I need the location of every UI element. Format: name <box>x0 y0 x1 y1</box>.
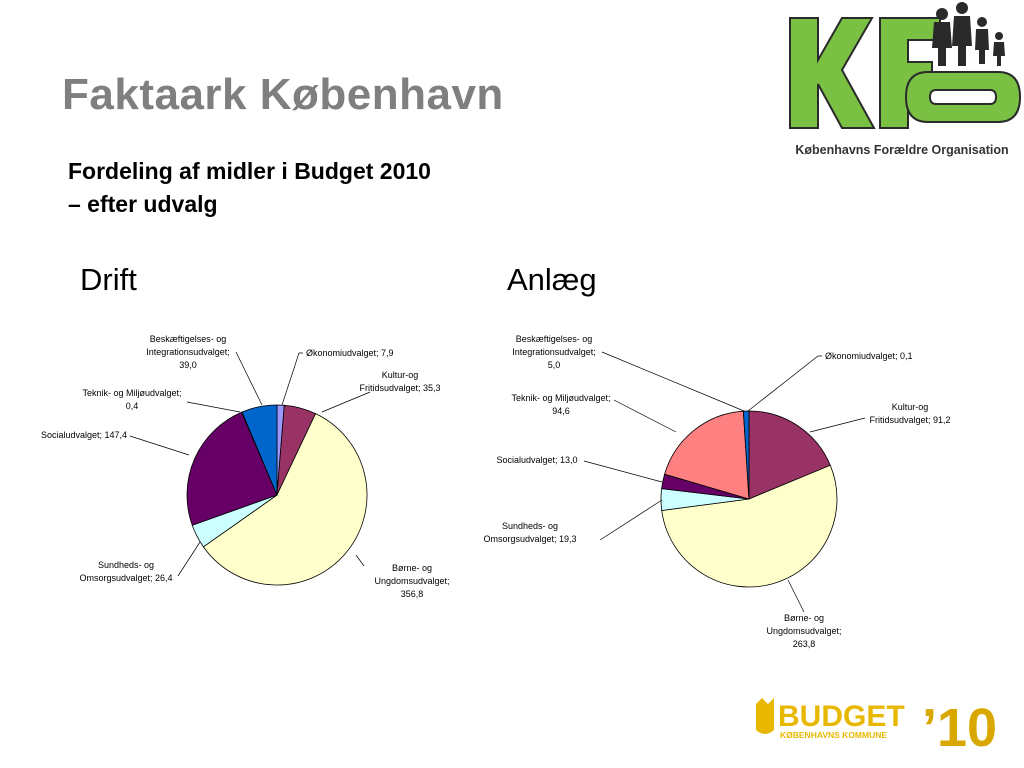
pie-slice <box>661 464 838 588</box>
chart-title-anlaeg: Anlæg <box>507 262 597 297</box>
leader-line <box>601 351 745 412</box>
data-label: Teknik- og Miljøudvalget; 0,4 <box>82 388 181 411</box>
slide-subtitle: Fordeling af midler i Budget 2010 – efte… <box>68 155 431 221</box>
subtitle-line-2: – efter udvalg <box>68 191 218 217</box>
data-label: Økonomiudvalget; 0,1 <box>825 351 913 361</box>
budget-year: ’10 <box>922 698 997 758</box>
leader-line <box>235 351 263 406</box>
data-label: Børne- og Ungdomsudvalget; 356,8 <box>374 563 449 599</box>
pie-slice <box>748 410 831 500</box>
data-label: Socialudvalget; 13,0 <box>496 455 577 465</box>
pie-slice <box>742 410 750 500</box>
chart-title-drift: Drift <box>80 262 137 297</box>
data-label: Økonomiudvalget; 7,9 <box>306 348 394 358</box>
leader-line <box>281 352 303 406</box>
data-label: Socialudvalget; 147,4 <box>41 430 127 440</box>
budget-sub: KØBENHAVNS KOMMUNE <box>780 730 887 740</box>
data-label: Beskæftigelses- og Integrationsudvalget; 5… <box>512 334 596 370</box>
page-title: Faktaark København <box>62 70 504 119</box>
budget-word: BUDGET <box>778 700 905 733</box>
kfo-logo: Københavns Forældre Organisation <box>789 2 1022 157</box>
leader-line <box>129 435 190 456</box>
crest-icon <box>756 698 774 734</box>
leader-line <box>787 579 805 613</box>
pie-chart-0: Økonomiudvalget; 7,9 Kultur-og Fritidsudva… <box>41 334 450 599</box>
leader-line <box>599 499 663 541</box>
leader-line <box>613 399 677 433</box>
data-label: Beskæftigelses- og Integrationsudvalget; 3… <box>146 334 230 370</box>
leader-line <box>186 401 241 413</box>
pie-slice <box>241 404 278 496</box>
leader-line <box>747 355 822 412</box>
data-label: Sundheds- og Omsorgsudvalget; 19,3 <box>483 521 576 544</box>
pie-slice <box>664 410 750 500</box>
data-label: Kultur-og Fritidsudvalget; 35,3 <box>359 370 440 393</box>
leader-line <box>355 554 365 567</box>
data-label: Sundheds- og Omsorgsudvalget; 26,4 <box>79 560 172 583</box>
kfo-tagline: Københavns Forældre Organisation <box>795 143 1008 157</box>
leader-line <box>177 541 201 577</box>
leader-line <box>809 417 866 433</box>
family-silhouette-icon <box>932 2 1005 66</box>
leader-line <box>583 460 663 483</box>
data-label: Teknik- og Miljøudvalget; 94,6 <box>511 393 610 416</box>
budget-logo: BUDGET KØBENHAVNS KOMMUNE ’10 <box>756 698 997 758</box>
leader-line <box>321 391 371 413</box>
data-label: Kultur-og Fritidsudvalget; 91,2 <box>869 402 950 425</box>
pie-slice <box>202 413 368 586</box>
pie-slice <box>186 411 278 526</box>
subtitle-line-1: Fordeling af midler i Budget 2010 <box>68 158 431 184</box>
pie-chart-1: Økonomiudvalget; 0,1 Kultur-og Fritidsudva… <box>483 334 950 649</box>
data-label: Børne- og Ungdomsudvalget; 263,8 <box>766 613 841 649</box>
